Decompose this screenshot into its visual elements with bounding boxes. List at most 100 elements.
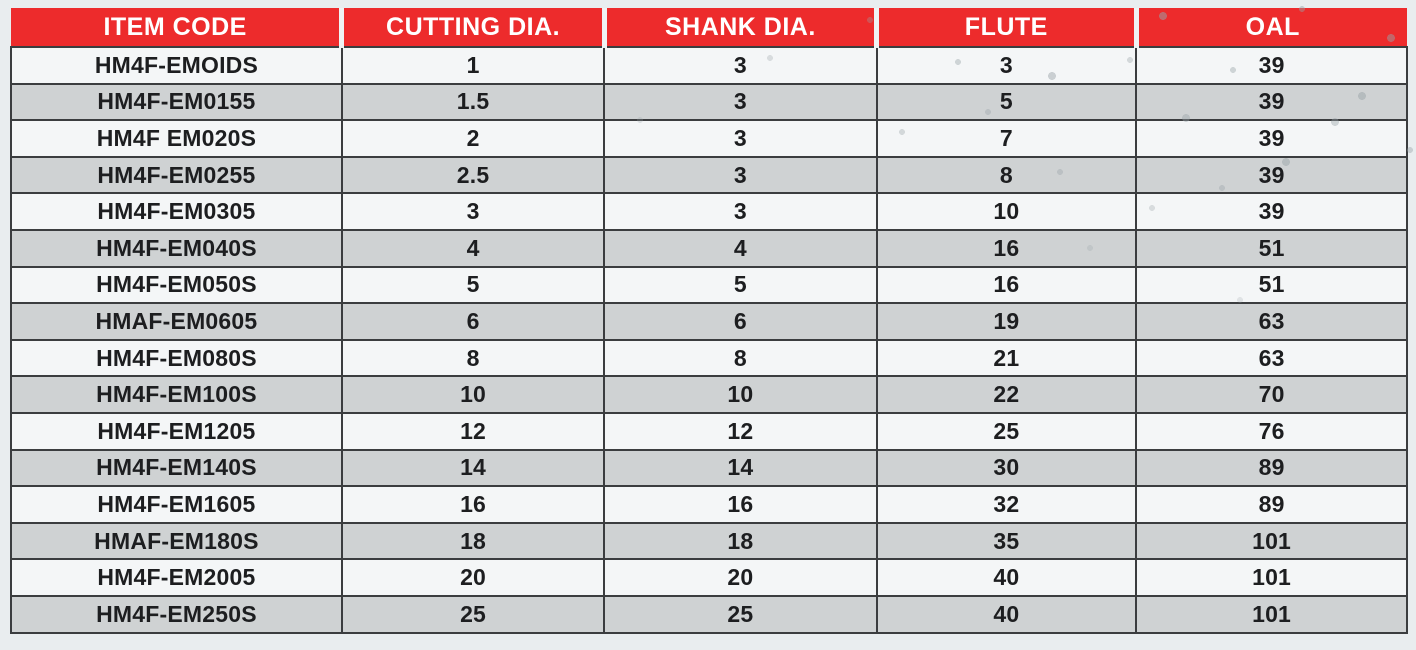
oal-cell: 63 bbox=[1135, 338, 1408, 378]
oal-cell: 101 bbox=[1135, 558, 1408, 597]
flute-cell: 40 bbox=[875, 558, 1138, 597]
spec-table: ITEM CODE CUTTING DIA. SHANK DIA. FLUTE … bbox=[10, 8, 1408, 634]
oal-cell: 101 bbox=[1135, 521, 1408, 561]
shank-dia-cell: 12 bbox=[603, 411, 878, 451]
flute-cell: 40 bbox=[875, 594, 1138, 634]
item-code-cell: HM4F-EM100S bbox=[10, 375, 343, 414]
table-row: HM4F-EM140S 14 14 30 89 bbox=[10, 448, 1408, 488]
cutting-dia-cell: 20 bbox=[340, 558, 606, 597]
flute-cell: 10 bbox=[875, 192, 1138, 231]
table-row: HMAF-EM0605 6 6 19 63 bbox=[10, 302, 1408, 341]
flute-cell: 7 bbox=[875, 119, 1138, 158]
oal-cell: 39 bbox=[1135, 119, 1408, 158]
shank-dia-cell: 3 bbox=[603, 82, 878, 122]
item-code-cell: HM4F-EM250S bbox=[10, 594, 343, 634]
column-header-item-code: ITEM CODE bbox=[11, 8, 342, 47]
item-code-cell: HMAF-EM180S bbox=[10, 521, 343, 561]
item-code-cell: HM4F-EM140S bbox=[10, 448, 343, 488]
cutting-dia-cell: 5 bbox=[340, 265, 606, 305]
shank-dia-cell: 3 bbox=[603, 192, 878, 231]
oal-cell: 39 bbox=[1135, 82, 1408, 122]
cutting-dia-cell: 4 bbox=[340, 228, 606, 268]
flute-cell: 22 bbox=[875, 375, 1138, 414]
table-row: HM4F-EM1205 12 12 25 76 bbox=[10, 411, 1408, 451]
shank-dia-cell: 8 bbox=[603, 338, 878, 378]
header-row: ITEM CODE CUTTING DIA. SHANK DIA. FLUTE … bbox=[11, 8, 1407, 47]
flute-cell: 16 bbox=[875, 228, 1138, 268]
oal-cell: 89 bbox=[1135, 448, 1408, 488]
cutting-dia-cell: 2.5 bbox=[340, 155, 606, 195]
table-row: HMAF-EM180S 18 18 35 101 bbox=[10, 521, 1408, 561]
flute-cell: 16 bbox=[875, 265, 1138, 305]
table-row: HM4F-EM1605 16 16 32 89 bbox=[10, 485, 1408, 524]
shank-dia-cell: 16 bbox=[603, 485, 878, 524]
flute-cell: 5 bbox=[875, 82, 1138, 122]
flute-cell: 35 bbox=[875, 521, 1138, 561]
item-code-cell: HMAF-EM0605 bbox=[10, 302, 343, 341]
shank-dia-cell: 14 bbox=[603, 448, 878, 488]
oal-cell: 39 bbox=[1135, 155, 1408, 195]
table-row: HM4F-EMOIDS 1 3 3 39 bbox=[10, 46, 1408, 85]
item-code-cell: HM4F-EM0155 bbox=[10, 82, 343, 122]
cutting-dia-cell: 6 bbox=[340, 302, 606, 341]
column-header-flute: FLUTE bbox=[874, 8, 1137, 47]
item-code-cell: HM4F-EM040S bbox=[10, 228, 343, 268]
table-row: HM4F-EM0155 1.5 3 5 39 bbox=[10, 82, 1408, 122]
oal-cell: 70 bbox=[1135, 375, 1408, 414]
spec-table-body: HM4F-EMOIDS 1 3 3 39 HM4F-EM0155 1.5 3 5 39 HM4F E… bbox=[10, 46, 1408, 634]
shank-dia-cell: 4 bbox=[603, 228, 878, 268]
flute-cell: 25 bbox=[875, 411, 1138, 451]
shank-dia-cell: 3 bbox=[603, 119, 878, 158]
flute-cell: 3 bbox=[875, 46, 1138, 85]
item-code-cell: HM4F-EM050S bbox=[10, 265, 343, 305]
table-row: HM4F-EM040S 4 4 16 51 bbox=[10, 228, 1408, 268]
oal-cell: 63 bbox=[1135, 302, 1408, 341]
shank-dia-cell: 3 bbox=[603, 155, 878, 195]
table-row: HM4F-EM050S 5 5 16 51 bbox=[10, 265, 1408, 305]
item-code-cell: HM4F-EM2005 bbox=[10, 558, 343, 597]
table-row: HM4F-EM100S 10 10 22 70 bbox=[10, 375, 1408, 414]
shank-dia-cell: 18 bbox=[603, 521, 878, 561]
oal-cell: 39 bbox=[1135, 192, 1408, 231]
cutting-dia-cell: 14 bbox=[340, 448, 606, 488]
item-code-cell: HM4F-EMOIDS bbox=[10, 46, 343, 85]
shank-dia-cell: 3 bbox=[603, 46, 878, 85]
shank-dia-cell: 10 bbox=[603, 375, 878, 414]
table-row: HM4F EM020S 2 3 7 39 bbox=[10, 119, 1408, 158]
item-code-cell: HM4F-EM0255 bbox=[10, 155, 343, 195]
table-row: HM4F-EM2005 20 20 40 101 bbox=[10, 558, 1408, 597]
item-code-cell: HM4F-EM1605 bbox=[10, 485, 343, 524]
table-row: HM4F-EM250S 25 25 40 101 bbox=[10, 594, 1408, 634]
cutting-dia-cell: 1 bbox=[340, 46, 606, 85]
cutting-dia-cell: 8 bbox=[340, 338, 606, 378]
table-row: HM4F-EM080S 8 8 21 63 bbox=[10, 338, 1408, 378]
cutting-dia-cell: 18 bbox=[340, 521, 606, 561]
flute-cell: 21 bbox=[875, 338, 1138, 378]
shank-dia-cell: 5 bbox=[603, 265, 878, 305]
oal-cell: 39 bbox=[1135, 46, 1408, 85]
flute-cell: 32 bbox=[875, 485, 1138, 524]
spec-table-header: ITEM CODE CUTTING DIA. SHANK DIA. FLUTE … bbox=[11, 8, 1407, 47]
oal-cell: 76 bbox=[1135, 411, 1408, 451]
cutting-dia-cell: 10 bbox=[340, 375, 606, 414]
oal-cell: 51 bbox=[1135, 228, 1408, 268]
oal-cell: 89 bbox=[1135, 485, 1408, 524]
shank-dia-cell: 20 bbox=[603, 558, 878, 597]
column-header-shank-dia: SHANK DIA. bbox=[601, 8, 877, 47]
flute-cell: 19 bbox=[875, 302, 1138, 341]
cutting-dia-cell: 25 bbox=[340, 594, 606, 634]
table-row: HM4F-EM0305 3 3 10 39 bbox=[10, 192, 1408, 231]
flute-cell: 8 bbox=[875, 155, 1138, 195]
table-row: HM4F-EM0255 2.5 3 8 39 bbox=[10, 155, 1408, 195]
column-header-oal: OAL bbox=[1133, 8, 1407, 47]
cutting-dia-cell: 16 bbox=[340, 485, 606, 524]
item-code-cell: HM4F-EM080S bbox=[10, 338, 343, 378]
item-code-cell: HM4F-EM0305 bbox=[10, 192, 343, 231]
oal-cell: 101 bbox=[1135, 594, 1408, 634]
item-code-cell: HM4F EM020S bbox=[10, 119, 343, 158]
cutting-dia-cell: 2 bbox=[340, 119, 606, 158]
cutting-dia-cell: 1.5 bbox=[340, 82, 606, 122]
cutting-dia-cell: 12 bbox=[340, 411, 606, 451]
cutting-dia-cell: 3 bbox=[340, 192, 606, 231]
